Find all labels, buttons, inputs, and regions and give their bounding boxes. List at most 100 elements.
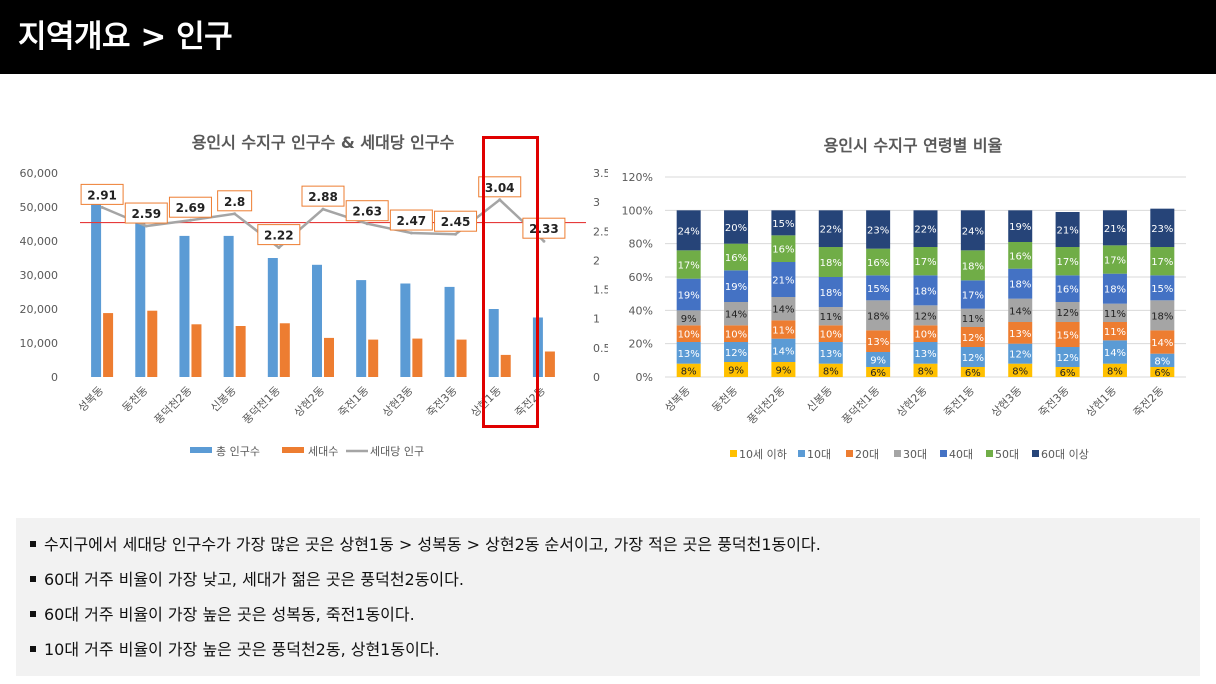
- segment-label: 12%: [914, 311, 936, 322]
- x-tick-label: 상현1동: [1083, 384, 1119, 420]
- y-left-tick-label: 40,000: [20, 235, 59, 248]
- age-ratio-chart: 용인시 수지구 연령별 비율 0% 20% 40% 60% 80% 100% 120% 8% 13…: [622, 136, 1186, 461]
- segment-label: 17%: [1151, 257, 1173, 268]
- data-label-box: [434, 210, 478, 232]
- legend-swatch: [986, 450, 993, 457]
- segment-label: 9%: [775, 366, 791, 377]
- x-tick-label: 죽전1동: [336, 384, 372, 420]
- legend-swatch: [846, 450, 853, 457]
- legend-swatch: [798, 450, 805, 457]
- note-item: 60대 거주 비율이 가장 낮고, 세대가 젊은 곳은 풍덕천2동이다.: [30, 569, 464, 591]
- stacked-segment: [1055, 302, 1080, 322]
- segment-label: 18%: [914, 286, 936, 297]
- stacked-segment: [1102, 303, 1127, 322]
- note-text: 60대 거주 비율이 가장 낮고, 세대가 젊은 곳은 풍덕천2동이다.: [44, 570, 464, 589]
- stacked-segment: [913, 210, 938, 247]
- stacked-segment: [818, 277, 843, 307]
- segment-label: 16%: [1009, 251, 1031, 262]
- data-label: 2.8: [224, 195, 245, 209]
- x-tick-label: 동천동: [119, 383, 150, 414]
- legend-label: 60대 이상: [1041, 448, 1089, 461]
- segment-label: 17%: [962, 291, 984, 302]
- stacked-segment: [913, 342, 938, 364]
- stacked-segment: [1102, 363, 1127, 377]
- stacked-segment: [866, 210, 891, 249]
- segment-label: 14%: [772, 305, 794, 316]
- data-label-box: [389, 209, 433, 231]
- stacked-segment: [771, 297, 796, 321]
- bullet-icon: [30, 610, 36, 617]
- data-label: 3.04: [485, 181, 515, 195]
- stacked-segment: [1055, 347, 1080, 367]
- stacked-segment: [1055, 212, 1080, 247]
- segment-label: 17%: [1056, 257, 1078, 268]
- point-per-household: [144, 224, 148, 228]
- stacked-segment: [1055, 275, 1080, 302]
- x-tick-label: 죽전2동: [1131, 384, 1167, 420]
- y-left-tick-label: 30,000: [20, 269, 59, 282]
- stacked-segment: [771, 235, 796, 262]
- segment-label: 16%: [772, 245, 794, 256]
- x-tick-label: 상현2동: [292, 384, 328, 420]
- bullet-icon: [30, 575, 36, 582]
- bar-households: [412, 338, 423, 377]
- population-chart: 용인시 수지구 인구수 & 세대당 인구수 0 10,000 20,000 30,000…: [20, 133, 609, 458]
- legend-label: 30대: [903, 448, 927, 461]
- stacked-segment: [913, 247, 938, 276]
- y-right-tick-label: 3.5: [593, 167, 608, 180]
- x-tick-label: 동천동: [709, 383, 740, 414]
- stacked-segment: [960, 327, 985, 347]
- bar-households: [235, 326, 246, 377]
- y-left-tick-label: 20,000: [20, 303, 59, 316]
- bar-total-population: [223, 235, 234, 377]
- segment-label: 17%: [914, 257, 936, 268]
- segment-label: 18%: [962, 261, 984, 272]
- stacked-segment: [1102, 210, 1127, 246]
- segment-label: 9%: [681, 314, 697, 325]
- bar-households: [456, 339, 467, 377]
- header-bar: 지역개요 > 인구: [0, 0, 1216, 74]
- segment-label: 8%: [1107, 366, 1123, 377]
- segment-label: 8%: [1154, 356, 1170, 367]
- y-tick-label: 0%: [636, 371, 653, 384]
- x-tick-label: 신봉동: [804, 384, 835, 415]
- bullet-icon: [30, 540, 36, 547]
- data-label: 2.59: [131, 207, 161, 221]
- segment-label: 15%: [1056, 331, 1078, 342]
- legend-label: 40대: [949, 448, 973, 461]
- stacked-segment: [1008, 322, 1033, 344]
- segment-label: 6%: [965, 368, 981, 379]
- x-tick-label: 풍덕천2동: [151, 383, 194, 426]
- y-right-tick-label: 2: [593, 254, 600, 267]
- stacked-segment: [866, 330, 891, 352]
- y-tick-label: 100%: [622, 204, 653, 217]
- x-tick-label: 성복동: [662, 384, 693, 415]
- segment-label: 19%: [725, 282, 747, 293]
- chart-title: 용인시 수지구 연령별 비율: [824, 136, 1003, 155]
- stacked-segment: [1055, 322, 1080, 347]
- legend-swatch: [190, 447, 212, 453]
- segment-label: 13%: [820, 349, 842, 360]
- segment-label: 8%: [918, 366, 934, 377]
- note-text: 수지구에서 세대당 인구수가 가장 많은 곳은 상현1동 > 성복동 > 상현2…: [44, 535, 821, 554]
- stacked-segment: [913, 363, 938, 377]
- x-tick-label: 상현3동: [380, 384, 416, 420]
- point-per-household: [498, 198, 502, 202]
- stacked-segment: [960, 280, 985, 309]
- x-tick-label: 풍덕천1동: [839, 383, 882, 426]
- segment-label: 12%: [1056, 308, 1078, 319]
- segment-label: 20%: [725, 223, 747, 234]
- stacked-segment: [1150, 353, 1175, 367]
- bar-households: [147, 310, 158, 377]
- stacked-segment: [1102, 322, 1127, 341]
- bullet-icon: [30, 645, 36, 652]
- segment-label: 14%: [1151, 338, 1173, 349]
- stacked-segment: [866, 352, 891, 367]
- segment-label: 18%: [1009, 280, 1031, 291]
- data-label-box: [522, 217, 566, 239]
- bar-total-population: [488, 309, 499, 377]
- stacked-segment: [960, 347, 985, 367]
- y-right-tick-label: 1.5: [593, 284, 608, 297]
- segment-label: 14%: [1009, 306, 1031, 317]
- data-label: 2.63: [352, 205, 382, 219]
